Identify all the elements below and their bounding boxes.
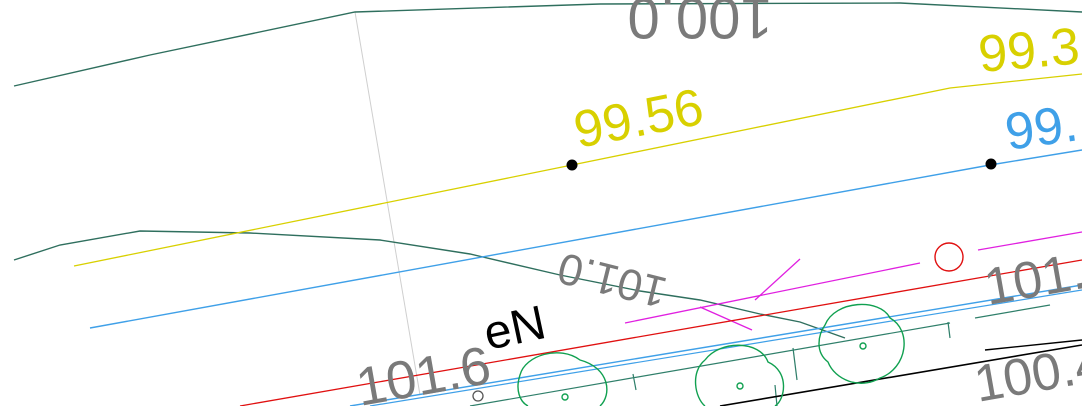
yellow-label-right: 99.3 <box>976 17 1082 84</box>
road-edge-blue-1 <box>349 284 1082 407</box>
red-line <box>239 259 1082 407</box>
road-tick-2 <box>792 347 798 381</box>
survey-point-1[interactable] <box>566 159 578 171</box>
contour-middle <box>13 230 846 339</box>
magenta-branch-1 <box>754 258 801 301</box>
road-detail-2 <box>974 304 1051 319</box>
black-line-2 <box>984 339 1082 351</box>
yellow-label-left: 99.56 <box>569 78 708 160</box>
elevation-label-left: 101.6 <box>352 335 496 406</box>
red-manhole-symbol <box>934 242 964 272</box>
magenta-branch-2 <box>699 306 753 331</box>
black-line-1 <box>719 344 1082 407</box>
contour-label-mid-text: 101.0 <box>553 243 672 317</box>
contour-label-top-text: 100.0 <box>627 0 772 50</box>
elevation-label-right-top: 101. <box>980 242 1082 317</box>
road-tick-3 <box>947 321 951 339</box>
tree-symbol-2 <box>694 344 785 407</box>
magenta-line-right <box>977 231 1082 251</box>
road-tick-4 <box>774 384 778 407</box>
magenta-line-left <box>624 262 921 324</box>
blue-line <box>89 149 1082 329</box>
tree-symbol-1 <box>517 352 608 407</box>
contour-top <box>13 2 1082 87</box>
construction-line <box>354 11 421 396</box>
contour-label-mid: 101.0 <box>553 243 672 317</box>
point-tag: eN <box>479 296 550 361</box>
survey-point-2[interactable] <box>985 158 997 170</box>
yellow-line <box>73 73 1082 267</box>
road-edge-blue-2 <box>369 289 1082 407</box>
elevation-label-right-bottom: 100.4 <box>970 334 1082 406</box>
road-detail-1 <box>469 322 951 407</box>
tree-symbol-3 <box>818 303 905 384</box>
contour-label-top: 100.0 <box>627 0 772 50</box>
road-tick-1 <box>632 373 637 391</box>
point-marker <box>472 390 484 402</box>
blue-label-right: 99. <box>1002 94 1082 161</box>
